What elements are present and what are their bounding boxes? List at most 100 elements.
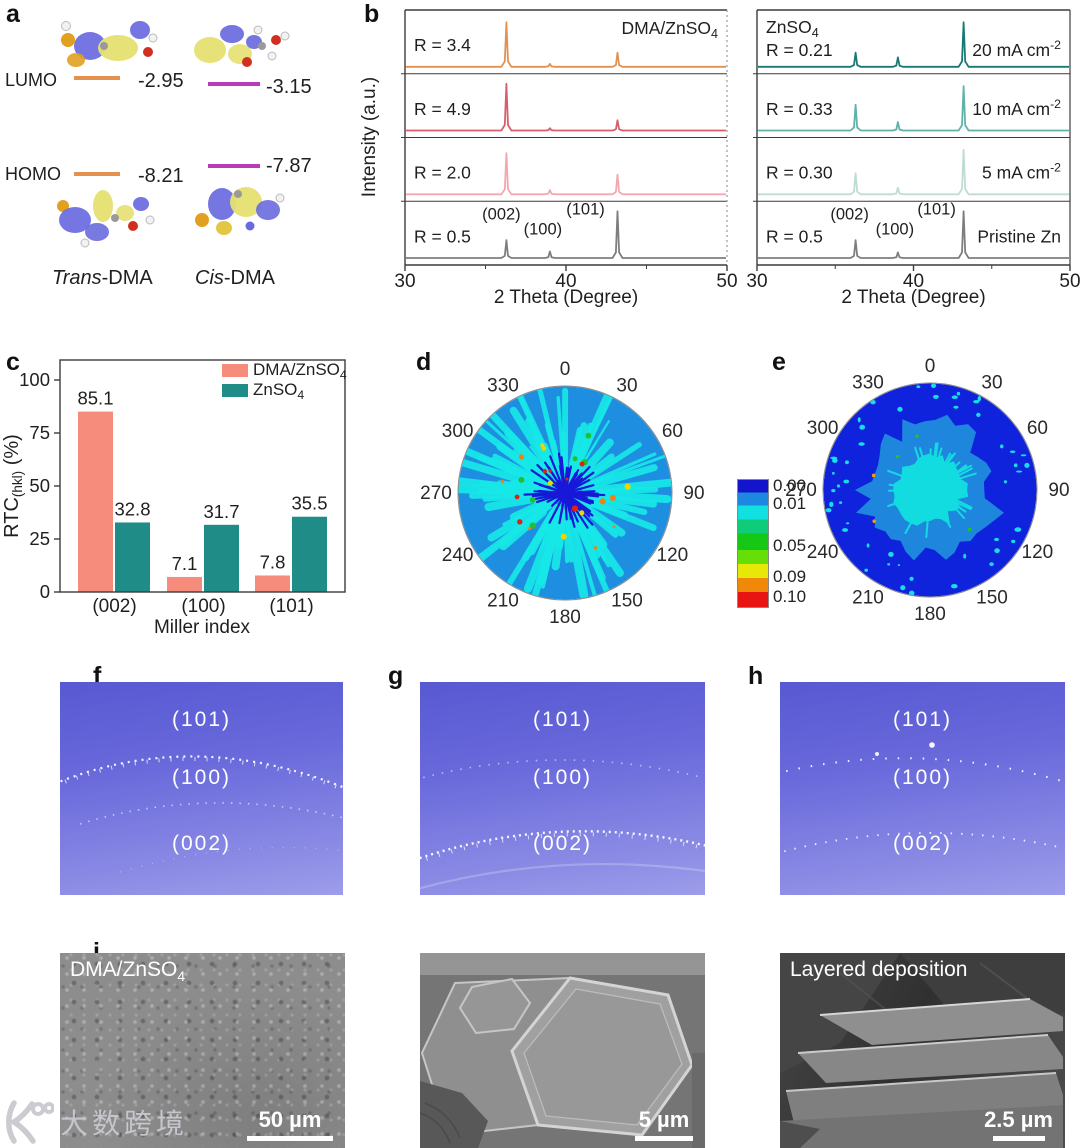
pole-speckle — [900, 585, 906, 591]
watermark-logo — [6, 1100, 54, 1144]
panel-d-label: d — [416, 348, 432, 376]
panel-b-xrd-charts: R = 3.4R = 4.9R = 2.0R = 0.5(002)(100)(1… — [360, 9, 1080, 308]
pole-angle-label: 60 — [662, 421, 683, 442]
pole-speck — [612, 525, 616, 529]
pole-accent-speck — [872, 519, 877, 524]
pole-speckle — [858, 442, 865, 446]
label-main: 20 mA cm — [972, 40, 1050, 60]
sem1-title-text: DMA/ZnSO — [70, 958, 178, 981]
pole-outline — [822, 382, 1038, 598]
legend-swatch — [222, 364, 248, 377]
pole-speckle — [1011, 539, 1016, 544]
pole-center-spike — [565, 492, 592, 505]
xrd-series-r-label: R = 0.5 — [766, 226, 823, 246]
xrd-chart-title: DMA/ZnSO4 — [622, 18, 718, 41]
xrd-chart-title: ZnSO4 — [766, 17, 819, 40]
xrd-series-r-label: R = 0.5 — [414, 226, 471, 246]
hexagon-small — [458, 977, 532, 1035]
cis-homo-level-line — [208, 164, 260, 168]
pole-speck — [500, 479, 504, 484]
panel-b-label: b — [364, 0, 380, 28]
label-main: DMA/ZnSO — [622, 18, 711, 38]
label-sup: -2 — [1050, 38, 1061, 52]
pole-speckle — [1014, 527, 1022, 532]
label-main: ZnSO — [766, 17, 812, 37]
x-axis-title: 2 Theta (Degree) — [841, 287, 985, 308]
scale-text: 50 µm — [258, 1107, 322, 1132]
label-main: ZnSO — [253, 380, 297, 399]
pole-speckle — [836, 484, 841, 488]
legend-label: ZnSO4 — [253, 380, 304, 402]
pole-speck — [572, 456, 578, 462]
pole-center-spike — [565, 484, 595, 494]
pole-speckle — [888, 551, 894, 557]
xrd-peak-label: (002) — [482, 205, 521, 223]
xrd-trace — [758, 85, 1069, 132]
y-tick-label: 50 — [29, 475, 50, 496]
pole-streak — [579, 513, 608, 549]
pole-speckle — [897, 564, 901, 567]
pole-speck — [585, 432, 592, 439]
colorbar-tick-label: 0.09 — [773, 567, 807, 586]
bar-plot-frame — [59, 359, 346, 593]
xrd-series-r-label: R = 0.33 — [766, 99, 833, 119]
bar-value-label: 32.8 — [114, 498, 150, 519]
pole-streak — [577, 453, 615, 484]
pole-speckle — [931, 383, 937, 389]
pole-angle-label: 90 — [683, 483, 704, 504]
ring-label-002: (002) — [892, 832, 953, 855]
pole-speckle — [1003, 480, 1008, 484]
cis-homo-energy: -7.87 — [266, 155, 312, 177]
xrd-side-label: 20 mA cm-2 — [972, 38, 1061, 60]
diffraction-spot — [929, 742, 935, 748]
pole-angle-label: 300 — [807, 418, 839, 439]
scale-indicator: 2.5 µm — [984, 1107, 1053, 1141]
pole-center-spike — [564, 469, 580, 493]
trans-dma-lumo-orbital-image — [61, 21, 158, 67]
pole-speckle — [916, 385, 921, 389]
pole-center-spike — [536, 463, 565, 493]
pole-speckle — [994, 548, 1000, 554]
pole-angle-label: 60 — [1027, 418, 1048, 439]
pole-speck — [579, 510, 585, 516]
xrd-side-label: 10 mA cm-2 — [972, 97, 1061, 119]
pole-center-spike — [529, 492, 565, 501]
pole-angle-label: 330 — [487, 376, 519, 397]
bar-value-label: 85.1 — [77, 388, 113, 409]
xrd-series-r-label: R = 2.0 — [414, 163, 471, 183]
diffraction-spot — [875, 752, 879, 756]
pole-streak — [523, 511, 561, 593]
pole-angle-label: 300 — [442, 421, 474, 442]
pole-streak — [489, 457, 543, 485]
pole-speck — [528, 527, 532, 531]
y-tick-label: 100 — [19, 369, 50, 390]
pole-speckle — [887, 563, 891, 566]
ring-label-101: (101) — [892, 708, 953, 731]
panel-i-label: i — [93, 938, 100, 966]
pole-speck — [541, 445, 547, 451]
ring-label-101: (101) — [171, 708, 232, 731]
panel-f-label: f — [93, 662, 102, 690]
pole-speckle — [1015, 470, 1023, 473]
x-tick-label: 40 — [903, 271, 924, 292]
pole-e-content — [823, 383, 1037, 597]
pole-accent-speck — [915, 434, 919, 439]
pole-speckle — [976, 412, 981, 417]
xrd-series-r-label: R = 0.21 — [766, 40, 833, 60]
pole-speck — [571, 505, 579, 512]
label-main: 5 mA cm — [982, 163, 1050, 183]
cis-lumo-energy: -3.15 — [266, 76, 312, 98]
ring-label-101: (101) — [532, 708, 593, 731]
pole-speck — [579, 461, 585, 467]
pole-speckle — [1013, 463, 1018, 468]
label-sub: 4 — [711, 27, 718, 41]
pole-figure-colorbar: 0.00 0.01 0.05 0.09 0.10 — [737, 476, 806, 608]
pole-angle-label: 90 — [1048, 480, 1069, 501]
label-sub: 4 — [340, 368, 347, 382]
pole-speck — [609, 494, 616, 501]
trans-lumo-level-line — [74, 76, 120, 80]
bar — [167, 576, 202, 592]
pole-streak — [509, 406, 555, 474]
xrd-trace — [406, 21, 726, 68]
